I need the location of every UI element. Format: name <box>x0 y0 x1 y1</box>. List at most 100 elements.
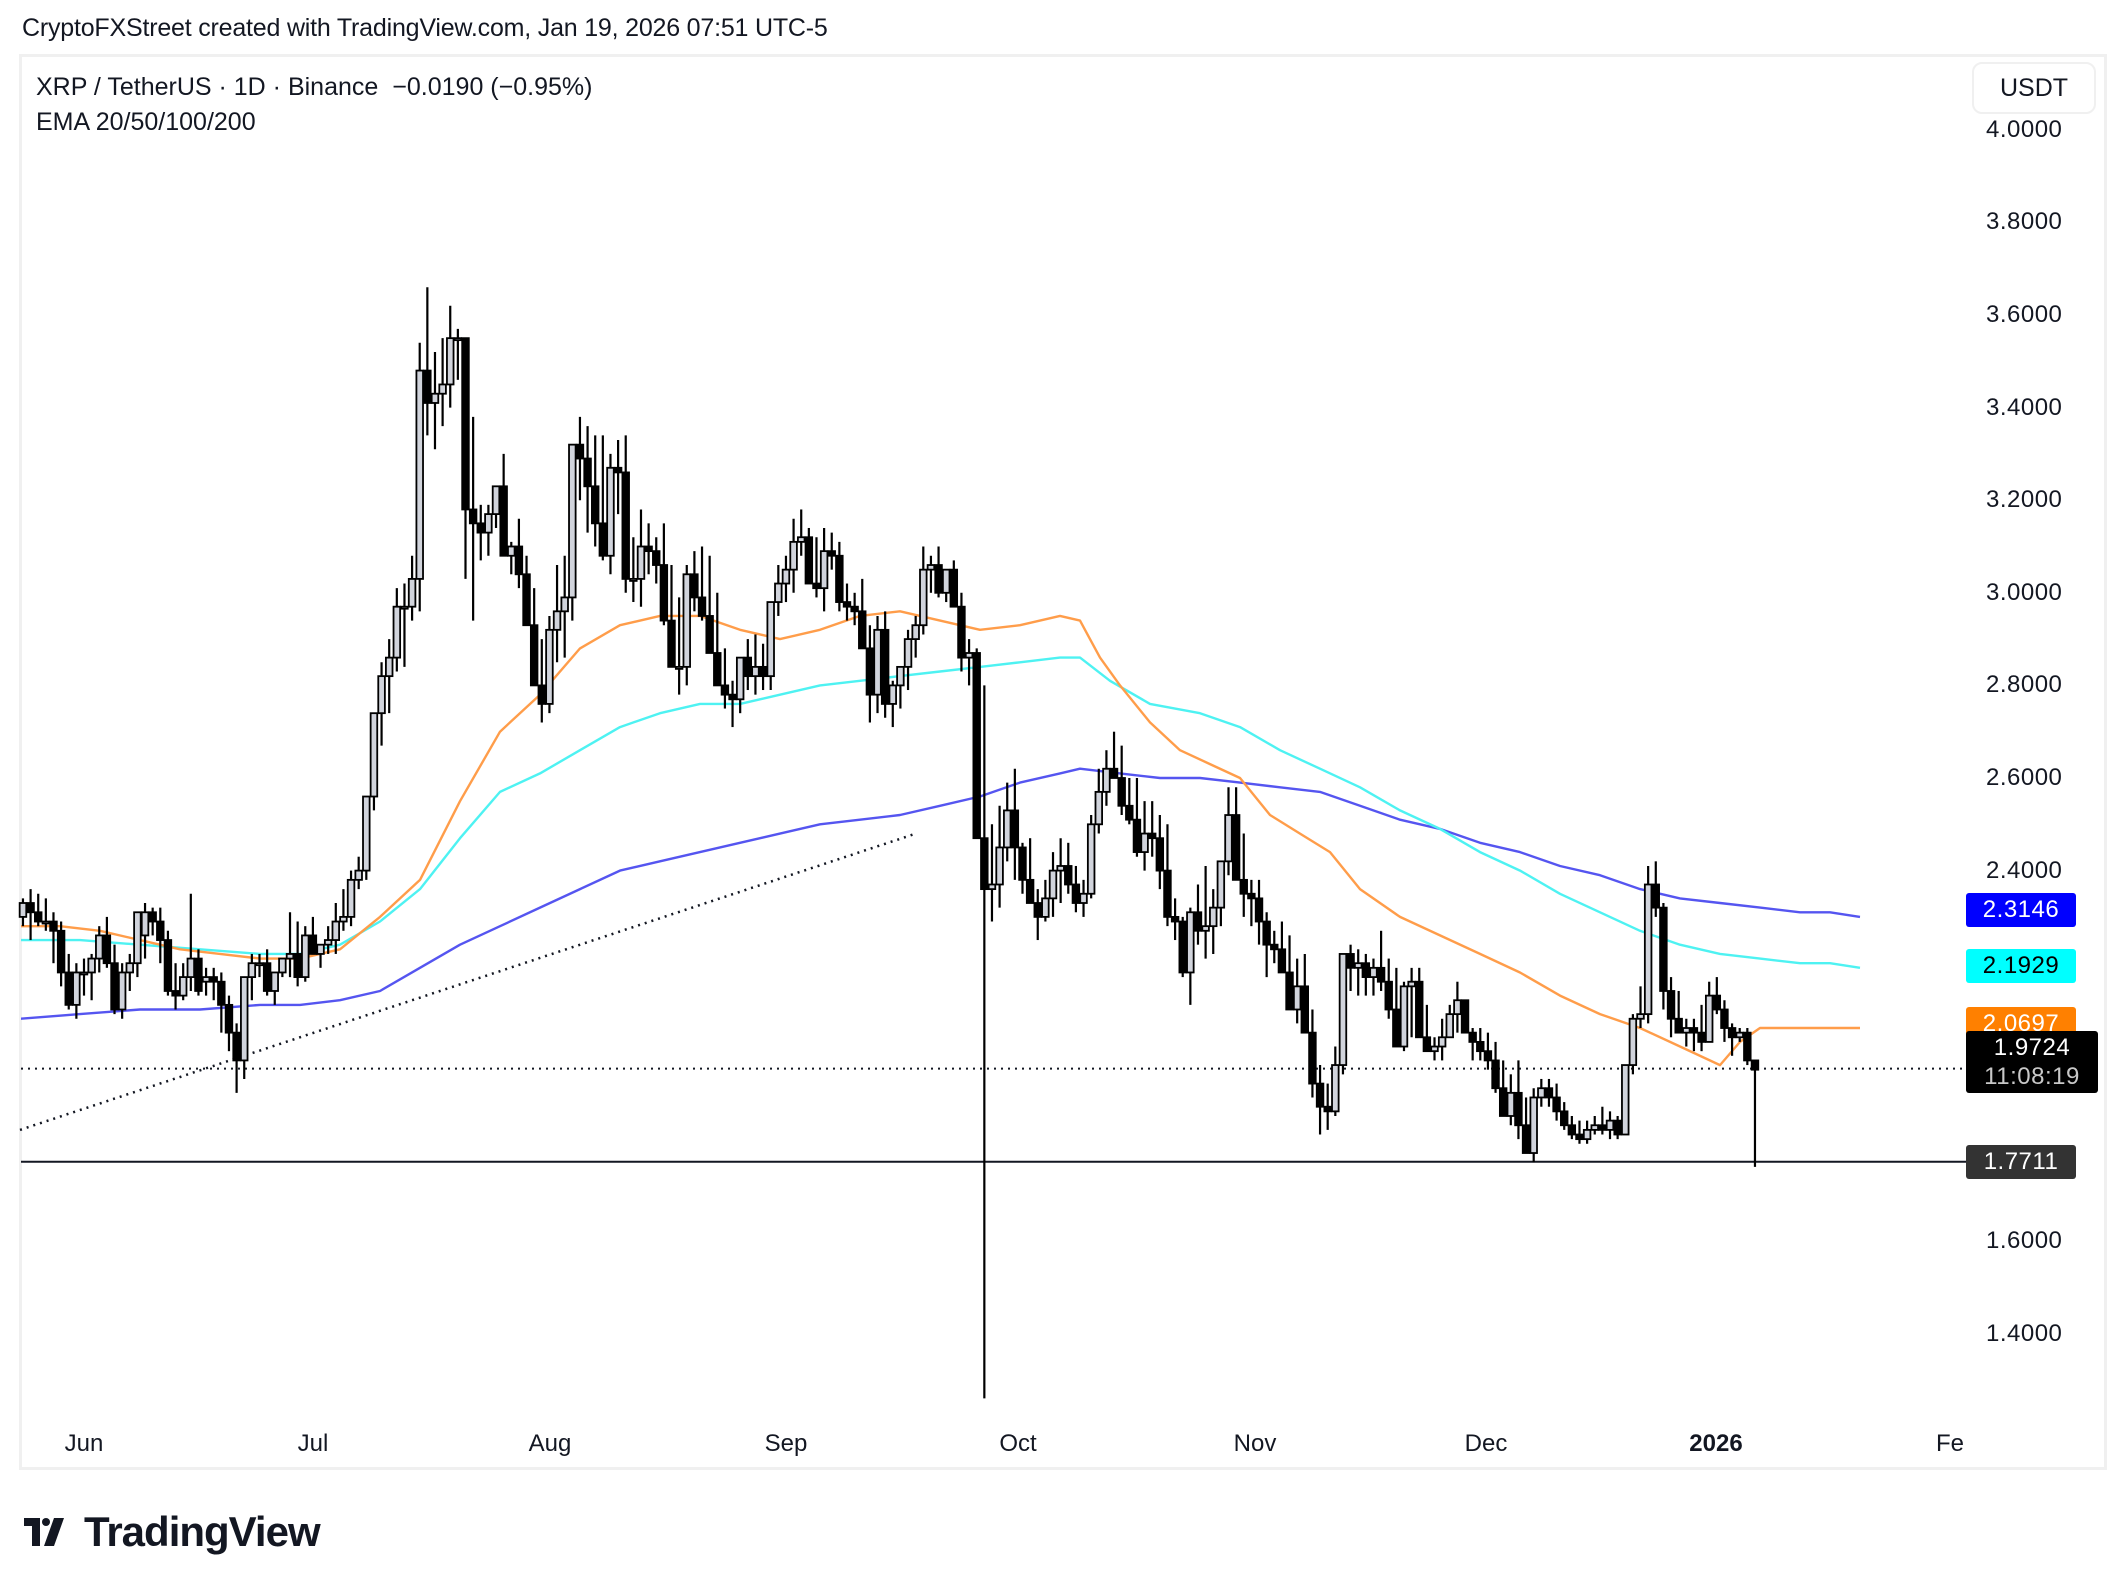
bullish-candle <box>186 957 196 978</box>
bearish-candle <box>1178 920 1187 974</box>
bearish-candle <box>1010 809 1020 849</box>
bullish-candle <box>1636 1013 1645 1020</box>
bearish-candle <box>880 628 890 705</box>
bullish-candle <box>278 957 287 974</box>
bearish-candle <box>1613 1119 1622 1136</box>
bearish-candle <box>1277 948 1287 974</box>
bearish-candle <box>293 953 302 978</box>
bullish-candle <box>552 610 562 631</box>
time-tick-label: Sep <box>764 1430 808 1457</box>
bearish-candle <box>1651 883 1660 909</box>
bearish-candle <box>1315 1082 1325 1108</box>
bearish-candle <box>56 929 66 974</box>
bullish-candle <box>484 513 493 534</box>
ema200-price-label: 2.3146 <box>1966 893 2076 928</box>
price-tick-label: 3.6000 <box>1986 301 2063 328</box>
bearish-candle <box>102 934 112 965</box>
bullish-candle <box>354 869 363 881</box>
bearish-candle <box>659 564 669 622</box>
bullish-candle <box>1354 962 1363 969</box>
bearish-candle <box>1560 1110 1569 1127</box>
bullish-candle <box>446 337 455 386</box>
bullish-candle <box>919 568 928 627</box>
bullish-candle <box>316 943 325 955</box>
bearish-candle <box>1193 911 1203 932</box>
ema200-line <box>21 767 1861 1020</box>
tradingview-wordmark: TradingView <box>84 1508 321 1555</box>
price-tick-label: 4.0000 <box>1986 115 2063 143</box>
bearish-candle <box>850 605 859 613</box>
bullish-candle <box>682 573 691 668</box>
bearish-candle <box>148 911 157 923</box>
bearish-candle <box>1689 1027 1699 1034</box>
bearish-candle <box>1254 897 1264 923</box>
bearish-candle <box>1163 869 1172 918</box>
bullish-candle <box>1094 790 1103 826</box>
tradingview-logo[interactable]: TradingView <box>24 1508 321 1556</box>
bullish-candle <box>125 962 134 974</box>
bearish-candle <box>232 1031 241 1062</box>
bullish-candle <box>1056 865 1065 872</box>
bearish-candle <box>667 619 676 668</box>
time-tick-label: Oct <box>999 1430 1037 1457</box>
currency-button[interactable]: USDT <box>1972 62 2096 114</box>
bullish-candle <box>415 369 424 580</box>
bullish-candle <box>384 656 394 678</box>
time-tick-label: Nov <box>1233 1430 1277 1457</box>
bullish-candle <box>407 578 417 608</box>
bearish-candle <box>957 605 966 659</box>
symbol-title[interactable]: XRP / TetherUS · 1D · Binance <box>36 73 379 101</box>
time-tick-label: Jun <box>64 1430 104 1457</box>
bearish-candle <box>1460 999 1470 1034</box>
price-tick-label: 2.4000 <box>1986 856 2063 884</box>
bearish-candle <box>865 647 875 696</box>
bearish-candle <box>476 522 485 534</box>
bullish-candle <box>964 652 974 659</box>
price-tick-label: 2.8000 <box>1986 671 2063 699</box>
bullish-candle <box>568 443 577 599</box>
bearish-candle <box>1567 1124 1577 1136</box>
bearish-candle <box>262 962 272 992</box>
bearish-candle <box>1308 1031 1317 1085</box>
bearish-candle <box>980 837 989 891</box>
bearish-candle <box>591 485 600 525</box>
bullish-candle <box>1682 1027 1691 1034</box>
bearish-candle <box>224 1003 234 1034</box>
price-tick-label: 3.2000 <box>1986 486 2063 514</box>
time-tick-label: Fe <box>1935 1430 1965 1457</box>
bullish-candle <box>1201 925 1210 932</box>
bullish-candle <box>255 962 264 967</box>
bearish-candle <box>1483 1050 1493 1062</box>
bullish-candle <box>438 383 447 395</box>
price-change: −0.0190 (−0.95%) <box>392 73 593 101</box>
bullish-candle <box>987 883 997 891</box>
bullish-candle <box>392 605 402 659</box>
bearish-candle <box>423 369 432 404</box>
bearish-candle <box>1170 916 1180 923</box>
bearish-candle <box>209 976 218 983</box>
indicator-label-ema[interactable]: EMA 20/50/100/200 <box>36 108 256 136</box>
bullish-candle <box>346 878 356 918</box>
ema100-price-label: 2.1929 <box>1966 949 2076 984</box>
bullish-candle <box>1369 966 1378 978</box>
chart-panel[interactable] <box>19 54 2107 1470</box>
chart-legend: XRP / TetherUS · 1D · Binance −0.0190 (−0… <box>36 70 592 140</box>
bullish-candle <box>240 976 249 1062</box>
bearish-candle <box>1750 1059 1760 1071</box>
bullish-candle <box>1079 892 1088 904</box>
bullish-candle <box>1529 1096 1538 1154</box>
support-line-label: 1.7711 <box>1966 1144 2076 1179</box>
bearish-candle <box>1376 966 1386 983</box>
bearish-candle <box>690 573 699 599</box>
bullish-candle <box>636 545 646 580</box>
bullish-candle <box>560 596 569 613</box>
bearish-candle <box>156 920 165 941</box>
bullish-candle <box>819 550 829 590</box>
bearish-candle <box>1300 985 1309 1034</box>
bearish-candle <box>529 624 539 687</box>
ema100-line <box>21 656 1861 969</box>
bullish-candle <box>301 934 310 978</box>
bearish-candle <box>842 601 852 608</box>
bullish-candle <box>995 846 1004 886</box>
